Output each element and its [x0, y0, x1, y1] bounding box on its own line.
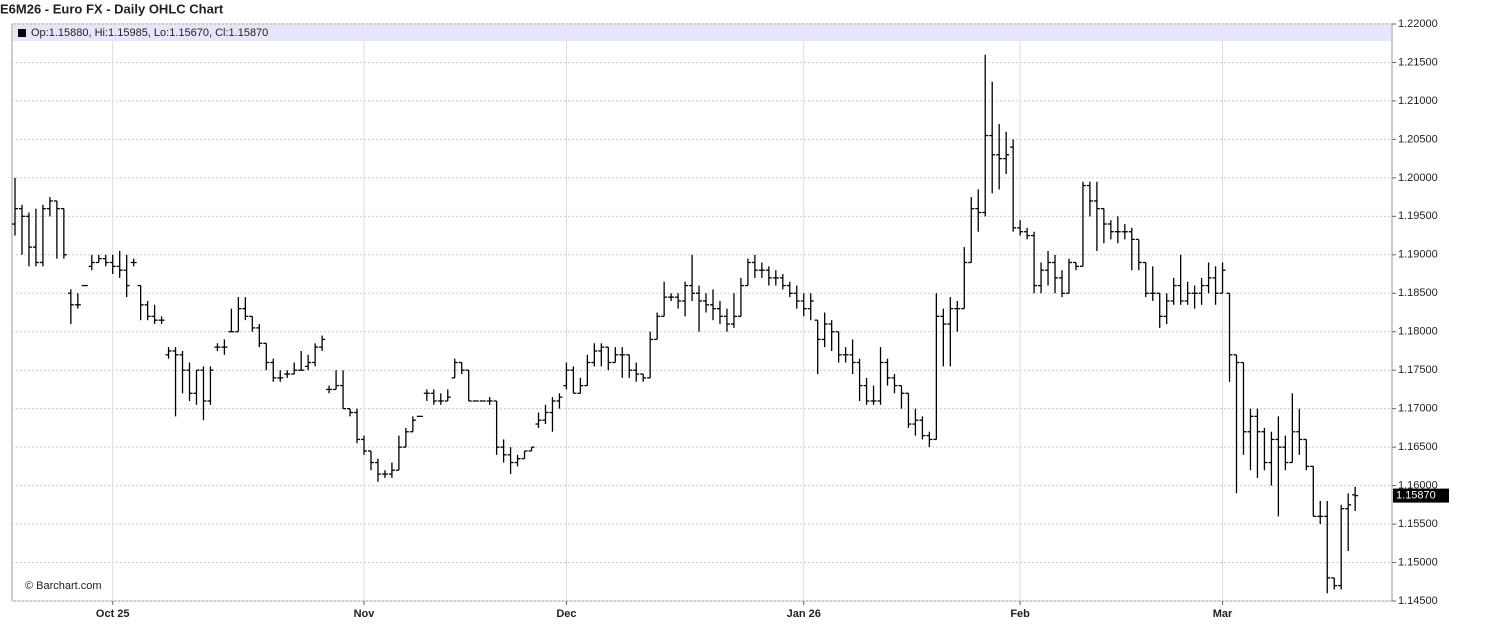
x-tick-label: Feb — [1010, 608, 1030, 620]
bars — [12, 54, 1359, 594]
x-tick-label: Dec — [556, 608, 576, 620]
y-tick-label: 1.21000 — [1398, 95, 1438, 107]
y-tick-label: 1.17000 — [1398, 403, 1438, 415]
y-tick-label: 1.18000 — [1398, 326, 1438, 338]
y-tick-label: 1.15500 — [1398, 518, 1438, 530]
y-tick-label: 1.15000 — [1398, 556, 1438, 568]
header-swatch — [18, 29, 26, 37]
y-tick-label: 1.21500 — [1398, 56, 1438, 68]
header-text: Op:1.15880, Hi:1.15985, Lo:1.15670, Cl:1… — [31, 27, 268, 39]
x-tick-label: Jan 26 — [787, 608, 821, 620]
y-tick-label: 1.19500 — [1398, 210, 1438, 222]
y-tick-label: 1.20000 — [1398, 172, 1438, 184]
y-tick-label: 1.16500 — [1398, 441, 1438, 453]
plot-area — [11, 23, 1393, 602]
axes: 1.14500 1.15000 1.15500 1.16000 1.16500 1.170… — [96, 18, 1449, 620]
y-tick-label: 1.18500 — [1398, 287, 1438, 299]
last-price-tag — [1393, 488, 1449, 503]
y-tick-label: 1.22000 — [1398, 18, 1438, 30]
x-tick-label: Oct 25 — [96, 608, 130, 620]
y-tick-label: 1.17500 — [1398, 364, 1438, 376]
header-band — [13, 25, 1391, 41]
credit: © Barchart.com — [25, 580, 102, 592]
x-tick-label: Nov — [354, 608, 376, 620]
y-tick-label: 1.14500 — [1398, 595, 1438, 607]
x-tick-label: Mar — [1213, 608, 1233, 620]
chart-title: E6M26 - Euro FX - Daily OHLC Chart — [0, 1, 224, 16]
y-tick-label: 1.19000 — [1398, 249, 1438, 261]
last-price-label: 1.15870 — [1396, 490, 1436, 502]
y-tick-label: 1.16000 — [1398, 480, 1438, 492]
grid — [12, 23, 1392, 602]
y-tick-label: 1.20500 — [1398, 133, 1438, 145]
